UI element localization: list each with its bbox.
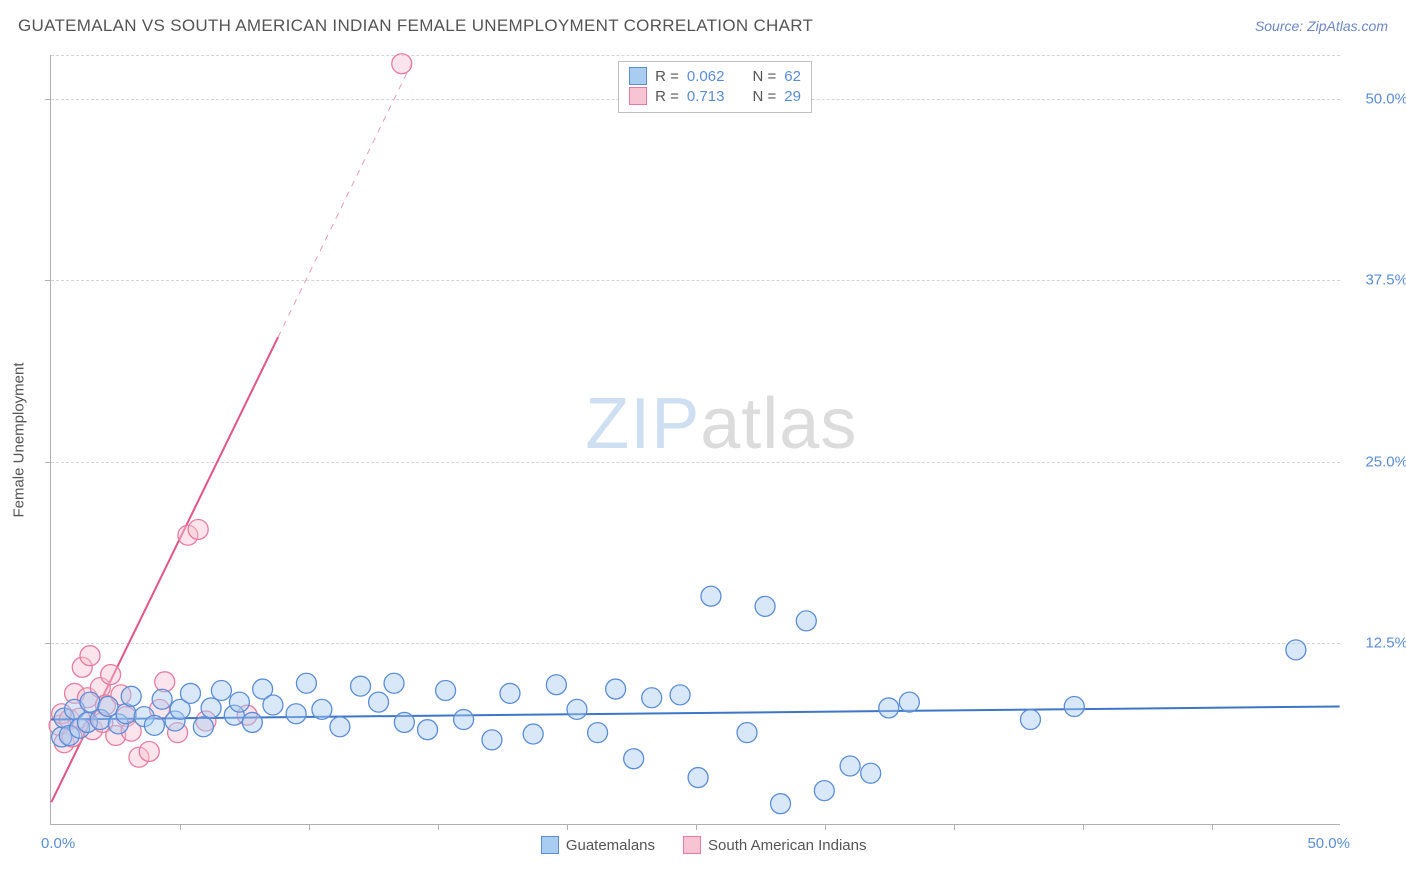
chart-header: GUATEMALAN VS SOUTH AMERICAN INDIAN FEMA… bbox=[18, 16, 1388, 36]
y-tick-label: 12.5% bbox=[1348, 635, 1406, 652]
scatter-point bbox=[121, 686, 141, 706]
n-label: N = bbox=[752, 88, 776, 105]
scatter-point bbox=[454, 710, 474, 730]
scatter-point bbox=[188, 519, 208, 539]
x-tick-mark bbox=[180, 824, 181, 830]
n-value-series1: 62 bbox=[784, 68, 801, 85]
x-axis-min-label: 0.0% bbox=[41, 835, 75, 852]
scatter-point bbox=[523, 724, 543, 744]
scatter-point bbox=[144, 715, 164, 735]
scatter-point bbox=[418, 720, 438, 740]
scatter-point bbox=[101, 665, 121, 685]
scatter-point bbox=[312, 699, 332, 719]
chart-title: GUATEMALAN VS SOUTH AMERICAN INDIAN FEMA… bbox=[18, 16, 813, 36]
scatter-point bbox=[152, 689, 172, 709]
scatter-point bbox=[1020, 710, 1040, 730]
scatter-point bbox=[330, 717, 350, 737]
scatter-point bbox=[211, 681, 231, 701]
stats-box: R = 0.062 N = 62 R = 0.713 N = 29 bbox=[618, 61, 812, 113]
x-tick-mark bbox=[567, 824, 568, 830]
scatter-point bbox=[242, 712, 262, 732]
x-tick-mark bbox=[1212, 824, 1213, 830]
scatter-point bbox=[286, 704, 306, 724]
scatter-point bbox=[193, 717, 213, 737]
scatter-point bbox=[1064, 696, 1084, 716]
scatter-point bbox=[546, 675, 566, 695]
legend-item-series1: Guatemalans bbox=[541, 836, 655, 854]
y-tick-label: 25.0% bbox=[1348, 453, 1406, 470]
scatter-point bbox=[80, 646, 100, 666]
scatter-point bbox=[737, 723, 757, 743]
scatter-svg bbox=[51, 55, 1340, 824]
swatch-series2 bbox=[629, 87, 647, 105]
y-tick-label: 50.0% bbox=[1348, 90, 1406, 107]
scatter-point bbox=[624, 749, 644, 769]
scatter-point bbox=[701, 586, 721, 606]
scatter-point bbox=[755, 596, 775, 616]
scatter-point bbox=[796, 611, 816, 631]
r-value-series2: 0.713 bbox=[687, 88, 725, 105]
stats-row-series2: R = 0.713 N = 29 bbox=[629, 86, 801, 106]
r-label: R = bbox=[655, 68, 679, 85]
scatter-point bbox=[392, 54, 412, 74]
scatter-point bbox=[606, 679, 626, 699]
scatter-point bbox=[384, 673, 404, 693]
trend-line-dashed bbox=[278, 62, 412, 337]
y-axis-label: Female Unemployment bbox=[11, 362, 28, 517]
x-tick-mark bbox=[954, 824, 955, 830]
scatter-point bbox=[879, 698, 899, 718]
scatter-point bbox=[436, 681, 456, 701]
x-tick-mark bbox=[438, 824, 439, 830]
legend-label-series2: South American Indians bbox=[708, 837, 866, 854]
scatter-point bbox=[369, 692, 389, 712]
scatter-point bbox=[351, 676, 371, 696]
scatter-point bbox=[500, 683, 520, 703]
scatter-point bbox=[263, 695, 283, 715]
scatter-point bbox=[229, 692, 249, 712]
scatter-point bbox=[861, 763, 881, 783]
scatter-point bbox=[814, 781, 834, 801]
swatch-series1 bbox=[629, 67, 647, 85]
x-tick-mark bbox=[825, 824, 826, 830]
scatter-point bbox=[899, 692, 919, 712]
scatter-point bbox=[296, 673, 316, 693]
source-attribution: Source: ZipAtlas.com bbox=[1255, 18, 1388, 34]
scatter-point bbox=[642, 688, 662, 708]
y-tick-label: 37.5% bbox=[1348, 272, 1406, 289]
scatter-point bbox=[670, 685, 690, 705]
legend-item-series2: South American Indians bbox=[683, 836, 866, 854]
legend: Guatemalans South American Indians bbox=[541, 836, 867, 854]
legend-label-series1: Guatemalans bbox=[566, 837, 655, 854]
legend-swatch-series1 bbox=[541, 836, 559, 854]
x-tick-mark bbox=[1083, 824, 1084, 830]
n-value-series2: 29 bbox=[784, 88, 801, 105]
scatter-point bbox=[840, 756, 860, 776]
scatter-point bbox=[394, 712, 414, 732]
r-label: R = bbox=[655, 88, 679, 105]
x-axis-max-label: 50.0% bbox=[1307, 835, 1350, 852]
scatter-point bbox=[588, 723, 608, 743]
scatter-point bbox=[201, 698, 221, 718]
legend-swatch-series2 bbox=[683, 836, 701, 854]
scatter-point bbox=[482, 730, 502, 750]
stats-row-series1: R = 0.062 N = 62 bbox=[629, 66, 801, 86]
scatter-point bbox=[688, 768, 708, 788]
scatter-point bbox=[139, 741, 159, 761]
x-tick-mark bbox=[309, 824, 310, 830]
scatter-point bbox=[155, 672, 175, 692]
plot-area: 12.5%25.0%37.5%50.0% Female Unemployment… bbox=[50, 55, 1340, 825]
scatter-point bbox=[771, 794, 791, 814]
scatter-point bbox=[98, 696, 118, 716]
n-label: N = bbox=[752, 68, 776, 85]
r-value-series1: 0.062 bbox=[687, 68, 725, 85]
x-tick-mark bbox=[696, 824, 697, 830]
scatter-point bbox=[1286, 640, 1306, 660]
scatter-point bbox=[180, 683, 200, 703]
scatter-point bbox=[567, 699, 587, 719]
scatter-point bbox=[80, 692, 100, 712]
